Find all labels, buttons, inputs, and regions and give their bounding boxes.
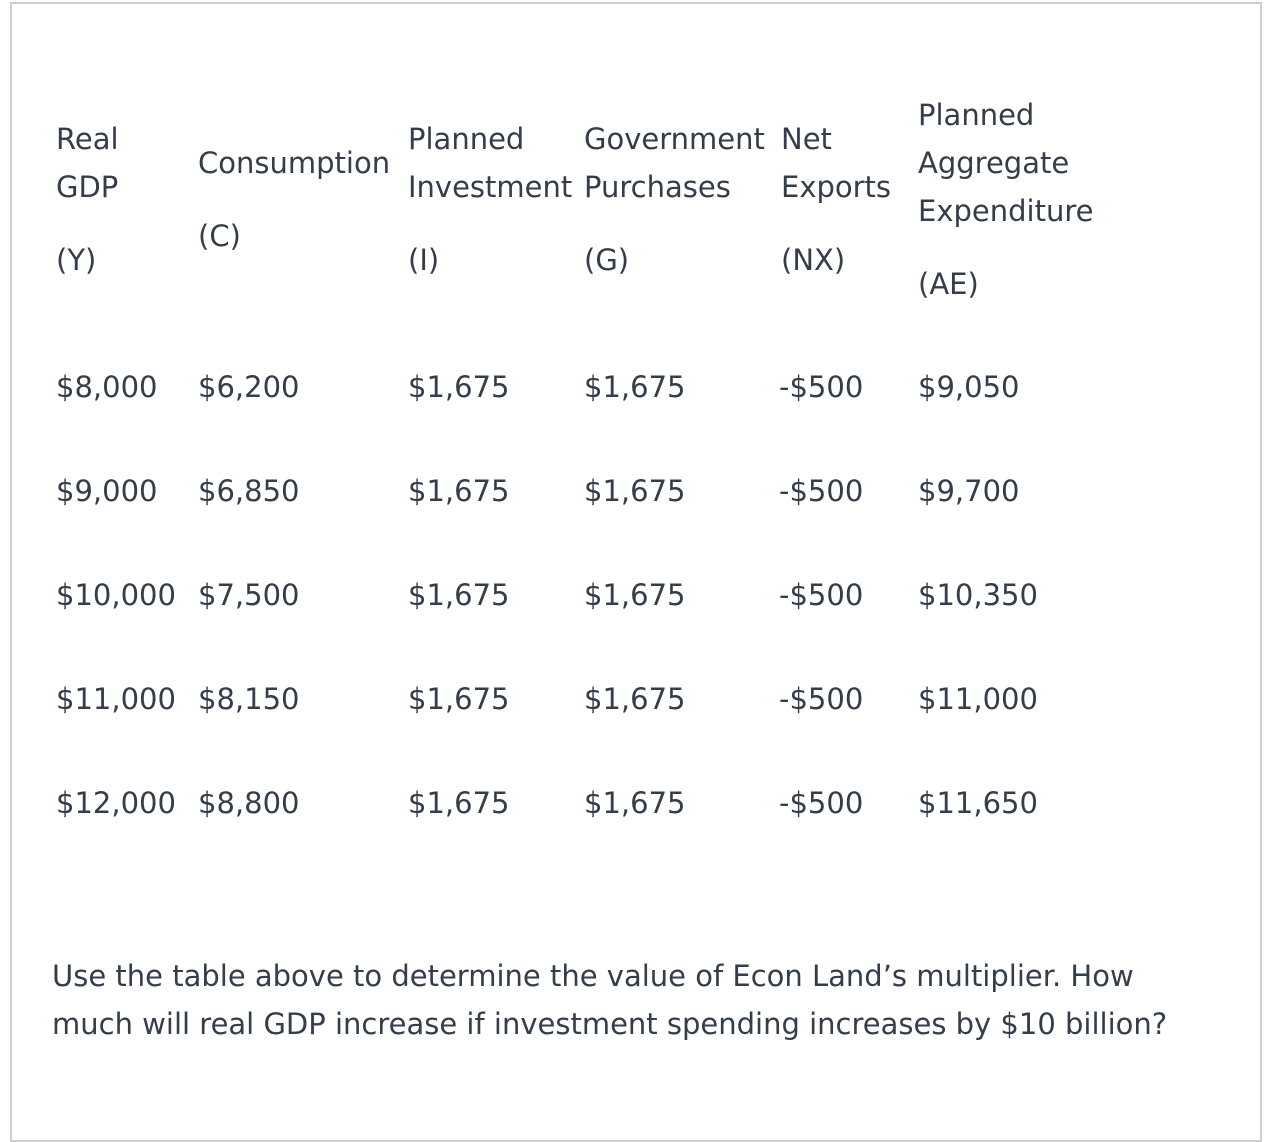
table-cell: $1,675 <box>584 682 686 716</box>
header-ae-line1: Planned <box>918 98 1035 132</box>
table-cell: $9,050 <box>918 370 1020 404</box>
table-cell: $8,000 <box>56 370 158 404</box>
header-net-exports-symbol: (NX) <box>781 243 846 277</box>
table-cell: $12,000 <box>56 786 176 820</box>
table-cell: $9,000 <box>56 474 158 508</box>
table-cell: $1,675 <box>584 578 686 612</box>
table-cell: $1,675 <box>584 474 686 508</box>
header-government-line1: Government <box>584 122 765 156</box>
header-government-symbol: (G) <box>584 243 630 277</box>
table-cell: $1,675 <box>584 786 686 820</box>
table-cell: $8,800 <box>198 786 300 820</box>
question-line-1: Use the table above to determine the val… <box>52 959 1134 993</box>
header-real-gdp-line2: GDP <box>56 170 119 204</box>
header-government-line2: Purchases <box>584 170 731 204</box>
table-cell: -$500 <box>779 474 864 508</box>
table-cell: $11,000 <box>56 682 176 716</box>
header-net-exports-line1: Net <box>781 122 832 156</box>
header-ae-line3: Expenditure <box>918 194 1094 228</box>
header-ae-line2: Aggregate <box>918 146 1070 180</box>
table-cell: $8,150 <box>198 682 300 716</box>
table-cell: -$500 <box>779 370 864 404</box>
header-investment-line2: Investment <box>408 170 573 204</box>
table-cell: $1,675 <box>408 474 510 508</box>
header-consumption-symbol: (C) <box>198 219 241 253</box>
question-line-2: much will real GDP increase if investmen… <box>52 1007 1168 1041</box>
table-cell: $1,675 <box>408 786 510 820</box>
header-ae-symbol: (AE) <box>918 267 979 301</box>
header-net-exports-line2: Exports <box>781 170 892 204</box>
table-cell: $1,675 <box>408 682 510 716</box>
table-cell: $1,675 <box>584 370 686 404</box>
table-cell: -$500 <box>779 682 864 716</box>
table-cell: $10,000 <box>56 578 176 612</box>
header-real-gdp-symbol: (Y) <box>56 243 97 277</box>
table-cell: $7,500 <box>198 578 300 612</box>
table-cell: $11,000 <box>918 682 1038 716</box>
table-cell: $6,200 <box>198 370 300 404</box>
table-cell: -$500 <box>779 578 864 612</box>
header-investment-symbol: (I) <box>408 243 440 277</box>
header-consumption-line1: Consumption <box>198 146 391 180</box>
table-cell: $11,650 <box>918 786 1038 820</box>
table-cell: -$500 <box>779 786 864 820</box>
question-text: Use the table above to determine the val… <box>52 952 1222 1048</box>
table-cell: $1,675 <box>408 370 510 404</box>
table-cell: $6,850 <box>198 474 300 508</box>
table-cell: $1,675 <box>408 578 510 612</box>
table-cell: $10,350 <box>918 578 1038 612</box>
table-cell: $9,700 <box>918 474 1020 508</box>
header-investment-line1: Planned <box>408 122 525 156</box>
header-real-gdp-line1: Real <box>56 122 119 156</box>
